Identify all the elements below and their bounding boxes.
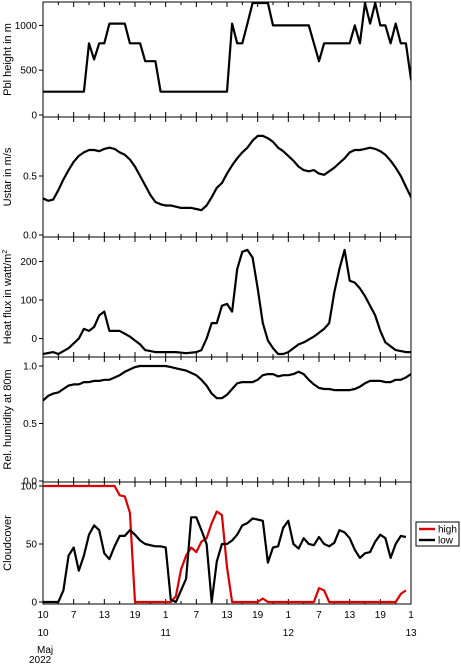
x-tick-label: 7 xyxy=(316,610,322,621)
y-tick-label: 100 xyxy=(20,482,37,493)
y-tick-label: 500 xyxy=(20,66,37,77)
y-tick-label: 200 xyxy=(20,257,37,268)
panel-4: 0.0 0.5 1.0 Rel. humidity at 80m xyxy=(2,356,412,488)
legend-box xyxy=(415,521,460,547)
x-tick-label: 19 xyxy=(252,610,264,621)
panel-frame xyxy=(42,236,412,358)
series-line-low xyxy=(43,516,407,604)
x-tick-label: 7 xyxy=(194,610,200,621)
x-tick-label: 7 xyxy=(71,610,77,621)
y-tick-label: 100 xyxy=(20,296,37,307)
y-tick-label: 1000 xyxy=(15,21,38,32)
series-line-panel1 xyxy=(43,2,411,93)
y-axis-title: Pbl height in m xyxy=(2,23,14,96)
y-axis-title: Cloudcover xyxy=(2,515,14,571)
series-line-high xyxy=(43,484,407,604)
x-month-label: Maj xyxy=(37,645,53,656)
panel-frame xyxy=(42,1,412,118)
y-tick-label: 50 xyxy=(26,540,38,551)
x-tick-label: 1 xyxy=(408,610,414,621)
x-tick-label: 10 xyxy=(37,610,49,621)
y-axis-title: Rel. humidity at 80m xyxy=(2,369,14,469)
legend-label-low: low xyxy=(438,536,454,547)
x-year-label: 2022 xyxy=(29,655,52,664)
y-tick-label: 0 xyxy=(31,111,37,122)
x-date-label: 12 xyxy=(283,628,295,639)
legend-label-high: high xyxy=(438,525,457,536)
y-axis-title: Ustar in m/s xyxy=(2,147,14,206)
y-tick-label: 0 xyxy=(31,598,37,609)
x-tick-label: 13 xyxy=(99,610,111,621)
series-line-panel4 xyxy=(43,364,411,402)
panel-3: 0 100 200 Heat flux in watt/m2 xyxy=(2,236,412,358)
series-line-panel2 xyxy=(43,134,411,212)
y-tick-label: 1.0 xyxy=(23,362,37,373)
y-tick-label: 0.0 xyxy=(23,231,37,242)
y-axis-title: Heat flux in watt/m2 xyxy=(2,250,14,344)
y-tick-label: 0.0 xyxy=(23,477,37,488)
x-tick-label: 1 xyxy=(286,610,292,621)
y-tick-label: 0.5 xyxy=(23,419,37,430)
y-tick-label: 0.5 xyxy=(23,172,37,183)
panel-frame xyxy=(42,356,412,483)
x-date-label: 13 xyxy=(405,628,417,639)
panel-frame xyxy=(42,116,412,238)
x-tick-label: 13 xyxy=(221,610,233,621)
panel-2: 0.0 0.5 Ustar in m/s xyxy=(2,116,412,242)
x-tick-label: 19 xyxy=(129,610,141,621)
x-tick-label: 19 xyxy=(375,610,387,621)
series-line-panel3 xyxy=(43,248,411,356)
x-tick-label: 1 xyxy=(163,610,169,621)
x-date-label: 11 xyxy=(160,628,171,639)
x-tick-label: 13 xyxy=(344,610,356,621)
x-date-label: 10 xyxy=(37,628,49,639)
y-tick-label: 0 xyxy=(31,334,37,345)
